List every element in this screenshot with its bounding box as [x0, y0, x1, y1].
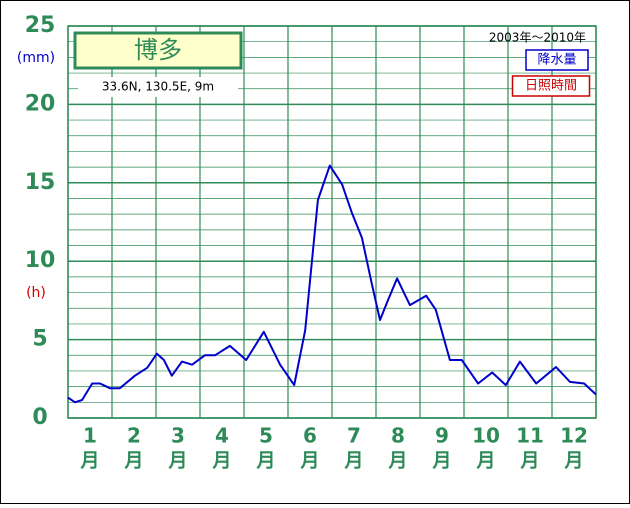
x-tick-suffix: 月 — [431, 450, 451, 472]
y-tick-label: 10 — [25, 248, 56, 273]
grid — [67, 25, 597, 419]
legend-box — [525, 49, 589, 71]
x-tick-label: 10 — [472, 424, 500, 448]
precip-line — [67, 164, 597, 404]
x-tick-label: 8 — [391, 424, 405, 448]
x-tick-suffix: 月 — [387, 450, 407, 472]
title-box — [73, 31, 243, 70]
x-tick-label: 4 — [215, 424, 229, 448]
y2-unit: (h) — [26, 285, 46, 301]
x-tick-label: 2 — [127, 424, 141, 448]
subtitle: 33.6N, 130.5E, 9m — [102, 80, 214, 94]
x-tick-suffix: 月 — [79, 450, 99, 472]
y-tick-label: 25 — [25, 13, 56, 38]
x-tick-suffix: 月 — [123, 450, 143, 472]
x-tick-suffix: 月 — [563, 450, 583, 472]
x-tick-suffix: 月 — [255, 450, 275, 472]
x-tick-suffix: 月 — [167, 450, 187, 472]
x-tick-label: 11 — [516, 424, 544, 448]
y-tick-label: 20 — [25, 91, 56, 116]
subtitle-bg — [78, 77, 238, 97]
x-tick-label: 6 — [303, 424, 317, 448]
x-tick-suffix: 月 — [475, 450, 495, 472]
legend-label: 日照時間 — [525, 79, 577, 94]
plot-border — [67, 25, 597, 419]
x-tick-label: 7 — [347, 424, 361, 448]
legend-box — [511, 75, 591, 97]
y-tick-label: 15 — [25, 170, 56, 195]
x-tick-suffix: 月 — [519, 450, 539, 472]
x-tick-label: 5 — [259, 424, 273, 448]
legend-label: 降水量 — [537, 53, 576, 68]
y-unit: (mm) — [17, 50, 55, 66]
x-tick-label: 12 — [560, 424, 588, 448]
x-tick-label: 1 — [83, 424, 97, 448]
x-tick-label: 3 — [171, 424, 185, 448]
x-tick-suffix: 月 — [211, 450, 231, 472]
x-tick-suffix: 月 — [299, 450, 319, 472]
x-tick-suffix: 月 — [343, 450, 363, 472]
y-tick-label: 5 — [32, 327, 47, 352]
period: 2003年～2010年 — [489, 31, 586, 45]
x-tick-label: 9 — [435, 424, 449, 448]
chart-title: 博多 — [134, 36, 182, 64]
y-tick-label: 0 — [32, 405, 47, 430]
